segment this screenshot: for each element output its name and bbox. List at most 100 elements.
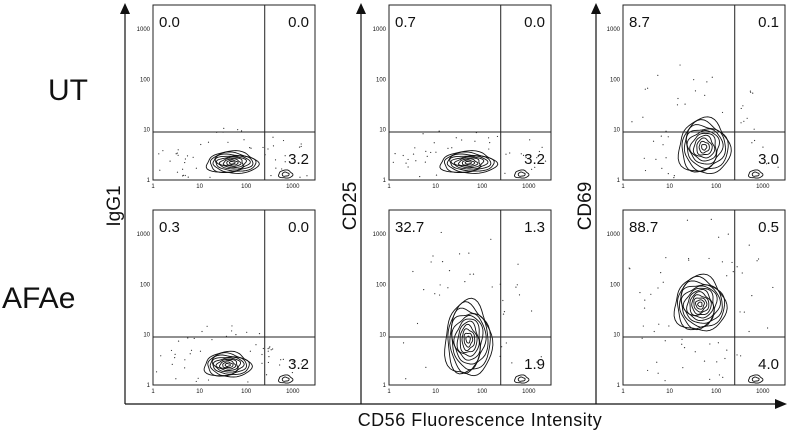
event-dot [177,149,179,151]
event-dot [430,151,432,154]
x-tick-label: 1 [621,184,625,190]
event-dot [643,157,645,159]
contour-line [689,291,712,316]
event-dot [746,117,748,119]
event-dot [642,116,644,118]
y-tick-label: 1 [383,383,387,389]
main-population [439,150,499,174]
contour-line [453,157,481,169]
event-dot [505,153,507,155]
x-axis-label: CD56 Fluorescence Intensity [358,410,603,430]
event-dot [394,153,396,155]
event-dot [664,340,666,342]
event-dot [438,294,441,296]
event-dot [536,157,538,159]
event-dot [199,350,202,352]
event-dot [757,258,760,260]
event-dot [741,272,743,274]
event-dots [158,127,308,178]
event-dot [282,358,284,360]
event-dot [175,378,177,380]
event-dot [158,153,160,155]
event-dot [448,270,451,272]
event-dot [673,175,675,177]
event-dot [522,154,525,156]
y-axis-arrow [120,3,130,14]
minor-population [278,169,294,179]
event-dot [766,327,769,329]
event-dot [525,157,527,159]
event-dot [424,161,426,163]
event-dot [724,357,726,360]
event-dot [184,158,187,160]
contour-line [681,119,729,173]
event-dot [412,153,415,155]
x-tick-label: 100 [477,389,488,395]
panel-ut-igg1: 0.0 0.0 3.2 1 10 100 1000 1 10 100 1000 [137,4,316,190]
minor-population [748,169,764,179]
contour-line [691,294,710,315]
event-dot [425,150,427,152]
y-tick-label: 1 [147,178,151,184]
contour-line [214,155,251,172]
quadrant-upper-left: 0.0 [159,14,180,31]
quadrant-lower-right: 3.2 [524,151,545,168]
event-dot [415,160,417,162]
event-dot [231,325,233,327]
y-axis-arrow [591,3,601,14]
x-tick-label: 10 [666,184,673,190]
y-tick-label: 1 [617,178,621,184]
event-dot [643,307,646,309]
event-dot [227,141,229,143]
y-tick-label: 100 [610,282,621,288]
event-dot [433,142,435,144]
event-dot [706,81,708,83]
event-dot [441,261,444,263]
event-dot [270,174,272,177]
minor-population [278,374,294,384]
event-dot [658,323,660,325]
event-dot [169,160,171,162]
event-dot [300,145,302,148]
event-dot [749,90,751,92]
event-dot [177,154,179,156]
event-dot [243,139,245,141]
event-dot [247,381,249,383]
minor-population [748,374,764,384]
y-axis-label-cd25: CD25 [340,182,361,231]
event-dot [661,167,663,169]
event-dot [209,176,211,178]
quadrant-upper-right: 0.0 [288,14,309,31]
event-dot [660,135,662,137]
event-dot [223,127,225,129]
event-dot [412,270,414,273]
event-dot [267,348,269,350]
event-dot [682,367,684,369]
event-dots [631,64,779,179]
event-dot [474,140,476,142]
contour-line [281,376,290,382]
event-dot [693,79,695,81]
contour-line [456,320,480,357]
panel-afae-igg1: 0.3 0.0 3.2 1 10 100 1000 1 10 100 1000 [137,209,316,395]
event-dot [272,136,274,138]
event-dot [186,155,189,157]
event-dot [711,76,713,78]
event-dot [422,133,424,135]
event-dot [662,281,664,283]
event-dot [211,339,213,341]
y-tick-label: 100 [376,77,387,83]
contour-line [697,301,703,308]
y-tick-label: 1000 [137,232,151,238]
event-dot [687,257,690,260]
event-dot [447,147,449,149]
panel-frame [152,209,316,386]
contour-line [677,275,726,331]
event-dot [665,157,667,159]
event-dot [710,218,712,220]
y-tick-label: 100 [376,282,387,288]
y-axis-label-igg1: IgG1 [104,185,125,226]
quadrant-upper-left: 0.7 [395,14,416,31]
event-dot [262,146,264,149]
